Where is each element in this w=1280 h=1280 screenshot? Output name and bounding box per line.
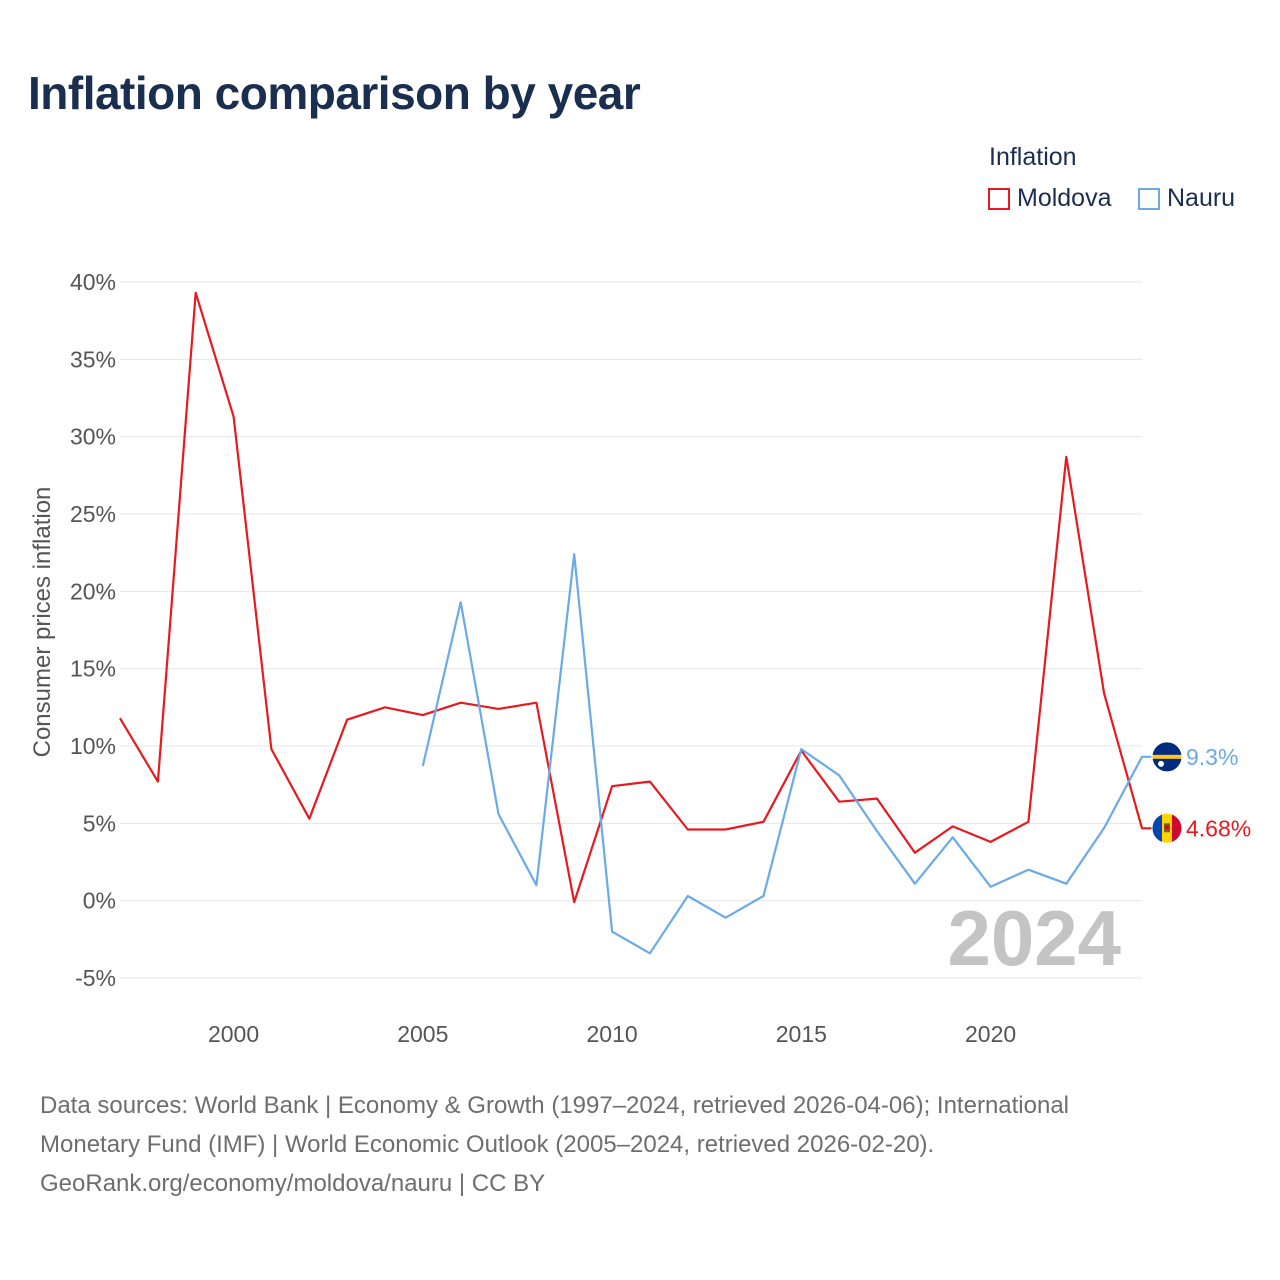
x-tick-label: 2005 — [397, 1021, 448, 1047]
chart-title: Inflation comparison by year — [28, 67, 641, 119]
y-tick-label: 20% — [70, 578, 116, 604]
legend-item-nauru[interactable]: Nauru — [1138, 184, 1235, 213]
footer-line-3: GeoRank.org/economy/moldova/nauru | CC B… — [40, 1170, 546, 1197]
series-line-moldova — [119, 291, 1167, 904]
x-tick-label: 2010 — [586, 1021, 637, 1047]
footer-sources: Data sources: World Bank | Economy & Gro… — [40, 1086, 1250, 1203]
end-labels: 4.68% 9.3% — [1151, 741, 1251, 844]
y-tick-label: 40% — [70, 269, 116, 295]
y-tick-label: 25% — [70, 501, 116, 527]
footer-line-1: Data sources: World Bank | Economy & Gro… — [40, 1092, 1070, 1119]
x-tick-label: 2015 — [776, 1021, 827, 1047]
y-tick-label: 5% — [83, 810, 116, 836]
x-axis-ticks: 2000 2005 2010 2015 2020 — [208, 1021, 1016, 1047]
y-tick-label: 30% — [70, 424, 116, 450]
y-tick-label: 35% — [70, 346, 116, 372]
footer-line-2: Monetary Fund (IMF) | World Economic Out… — [40, 1131, 935, 1158]
end-label-nauru: 9.3% — [1186, 744, 1238, 770]
end-label-moldova: 4.68% — [1186, 815, 1251, 841]
y-axis-label: Consumer prices inflation — [29, 487, 56, 758]
legend-label-nauru: Nauru — [1167, 184, 1236, 212]
series-lines — [119, 291, 1167, 955]
moldova-flag-icon — [1151, 812, 1183, 844]
legend-title: Inflation — [989, 143, 1077, 171]
grid-lines — [120, 281, 1142, 979]
legend-swatch-nauru — [1138, 187, 1160, 210]
y-tick-label: 15% — [70, 656, 116, 682]
line-chart: -5% 0% 5% 10% 15% 20% 25% 30% 35% 40% 2000 2005 201… — [29, 269, 1251, 1047]
y-tick-label: -5% — [75, 965, 116, 991]
legend-swatch-moldova — [988, 187, 1010, 210]
y-tick-label: 10% — [70, 733, 116, 759]
x-tick-label: 2000 — [208, 1021, 259, 1047]
legend-item-moldova[interactable]: Moldova — [988, 184, 1112, 213]
y-axis-ticks: -5% 0% 5% 10% 15% 20% 25% 30% 35% 40% — [70, 269, 116, 991]
y-tick-label: 0% — [83, 888, 116, 914]
legend-label-moldova: Moldova — [1017, 184, 1112, 212]
nauru-flag-icon — [1151, 741, 1183, 773]
year-watermark: 2024 — [947, 894, 1121, 982]
series-line-nauru — [421, 553, 1167, 955]
x-tick-label: 2020 — [965, 1021, 1016, 1047]
